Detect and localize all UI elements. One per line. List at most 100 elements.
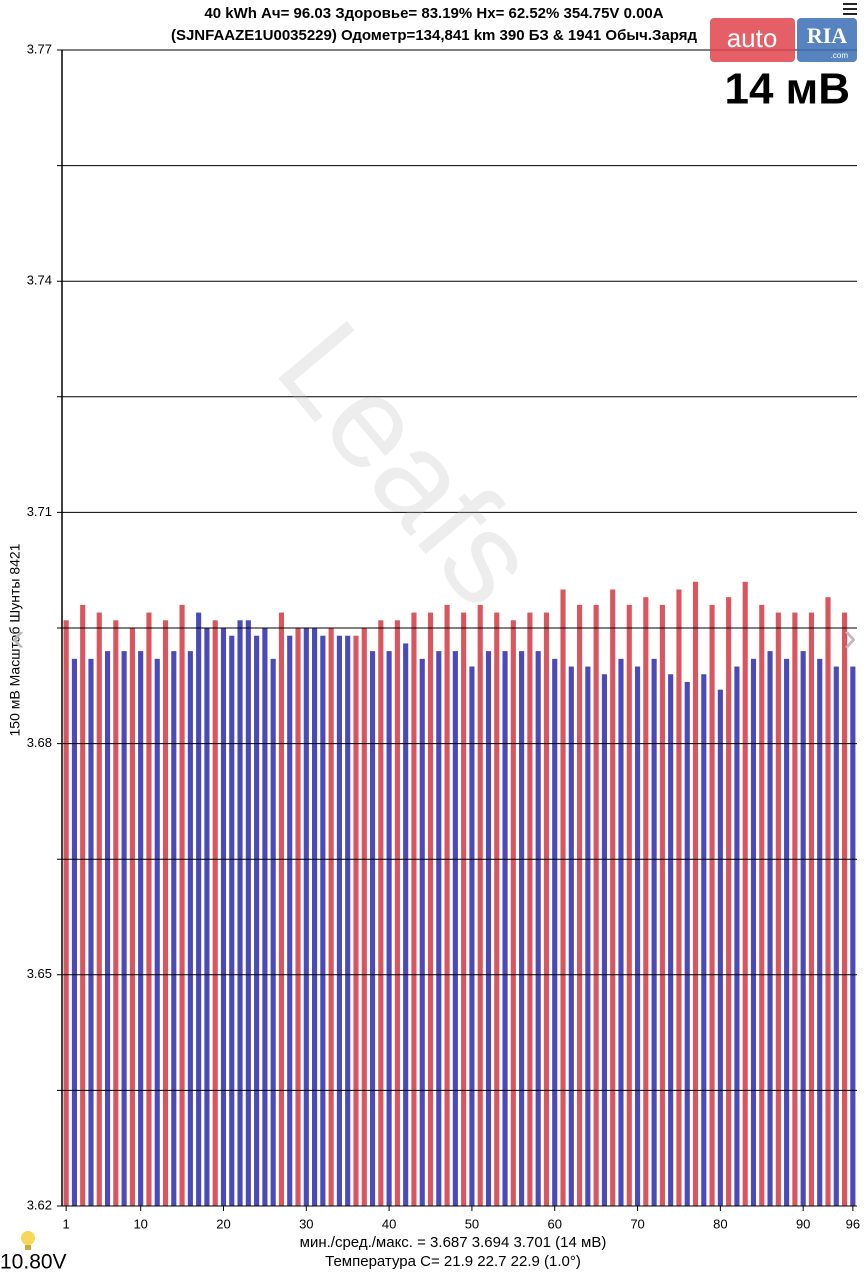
bar [187, 651, 193, 1206]
bar [336, 635, 342, 1206]
x-tick-label: 1 [63, 1216, 70, 1231]
bar [767, 651, 773, 1206]
bar [792, 612, 798, 1206]
bar [485, 651, 492, 1206]
bar [692, 581, 699, 1206]
bar [96, 612, 102, 1206]
bar [88, 658, 94, 1206]
logo-left-bg [710, 18, 795, 62]
x-tick-label: 40 [382, 1216, 396, 1231]
bar [634, 666, 641, 1206]
bar [808, 612, 815, 1206]
bar [469, 666, 475, 1206]
bar [361, 628, 367, 1206]
bar [510, 620, 516, 1206]
x-tick-label: 80 [713, 1216, 727, 1231]
bar [270, 658, 276, 1206]
bar [444, 604, 450, 1206]
header-line1: 40 kWh Ач= 96.03 Здоровье= 83.19% Hx= 62… [204, 5, 663, 22]
bar [701, 674, 707, 1206]
bar [552, 658, 558, 1206]
bar [411, 612, 417, 1206]
x-tick-label: 96 [846, 1216, 860, 1231]
y-tick-label: 3.71 [27, 504, 52, 519]
bar [229, 635, 235, 1206]
bar [519, 651, 525, 1206]
bar [543, 612, 550, 1206]
bar [312, 628, 318, 1206]
y-axis-label: 150 мВ Масштаб Шунты 8421 [7, 543, 23, 736]
bar [104, 651, 111, 1206]
watermark: Leafs [250, 294, 566, 631]
bar [585, 666, 591, 1206]
bar [593, 604, 599, 1206]
bar [220, 628, 227, 1206]
bar [775, 612, 781, 1206]
bar [427, 612, 434, 1206]
bar [568, 666, 574, 1206]
bar [742, 581, 748, 1206]
bar [113, 620, 119, 1206]
bar [618, 658, 624, 1206]
bar [71, 658, 77, 1206]
bar [287, 635, 293, 1206]
bar [262, 628, 268, 1206]
bar [345, 635, 351, 1206]
x-tick-label: 70 [630, 1216, 644, 1231]
bar [750, 658, 757, 1206]
x-tick-label: 60 [548, 1216, 562, 1231]
bulb-icon [21, 1231, 35, 1250]
bar [717, 689, 723, 1206]
bar [320, 635, 326, 1206]
logo-right-bg [797, 18, 857, 62]
delta-value: 14 мВ [725, 65, 851, 114]
bar [800, 651, 806, 1206]
bar [709, 604, 715, 1206]
bar [527, 612, 533, 1206]
y-tick-label: 3.68 [27, 735, 52, 750]
bar [278, 612, 285, 1206]
bar [726, 597, 732, 1206]
bar [146, 612, 152, 1206]
y-tick-label: 3.65 [27, 966, 52, 981]
bar [154, 658, 160, 1206]
bar [295, 628, 301, 1206]
bar [121, 651, 127, 1206]
bar [494, 612, 500, 1206]
bar [254, 635, 260, 1206]
stats: мин./сред./макс. = 3.687 3.694 3.701 (14… [300, 1234, 607, 1251]
y-tick-label: 3.62 [27, 1197, 52, 1212]
bar [477, 604, 483, 1206]
bar [394, 620, 400, 1206]
bar [668, 674, 674, 1206]
bar [676, 589, 682, 1206]
bar [386, 651, 392, 1206]
logo-left: auto [727, 23, 778, 53]
bar [328, 628, 334, 1206]
bar [784, 658, 790, 1206]
bar [403, 643, 409, 1206]
bar [502, 651, 508, 1206]
prev-arrow[interactable]: ‹ [11, 616, 24, 660]
battery-voltage: 10.80V [0, 1251, 67, 1274]
bar [452, 651, 458, 1206]
y-tick-label: 3.74 [27, 273, 52, 288]
bar [601, 674, 607, 1206]
bar [535, 651, 541, 1206]
bar [162, 620, 169, 1206]
bar [179, 604, 185, 1206]
logo-right: RIA [807, 23, 847, 48]
bar [833, 666, 839, 1206]
menu-icon[interactable] [843, 3, 857, 15]
x-tick-label: 90 [796, 1216, 810, 1231]
bar [759, 604, 765, 1206]
bar [245, 620, 251, 1206]
x-tick-label: 20 [216, 1216, 230, 1231]
bar [577, 604, 583, 1206]
bar [138, 651, 144, 1206]
next-arrow[interactable]: › [843, 616, 856, 660]
y-tick-label: 3.77 [27, 41, 52, 56]
bar [419, 658, 425, 1206]
